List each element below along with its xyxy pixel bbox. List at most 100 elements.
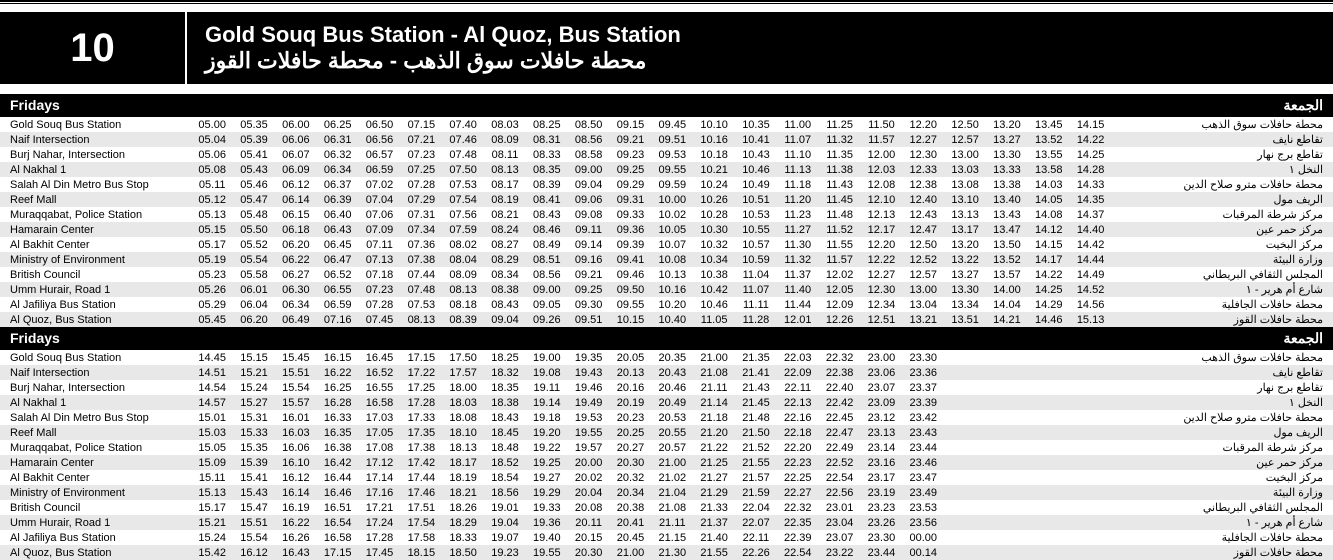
time-cell: 10.28: [693, 207, 735, 222]
time-cell: 23.00: [861, 350, 903, 365]
time-cell: 19.57: [568, 440, 610, 455]
time-cell: 14.29: [1028, 297, 1070, 312]
time-cell: [986, 440, 1028, 455]
time-cell: 13.40: [986, 192, 1028, 207]
time-cell: 07.59: [442, 222, 484, 237]
time-cell: 08.34: [484, 267, 526, 282]
time-cell: 07.53: [442, 177, 484, 192]
time-cell: 07.04: [359, 192, 401, 207]
time-cell: 11.32: [777, 252, 819, 267]
time-cell: 15.54: [275, 380, 317, 395]
time-cell: 08.50: [568, 117, 610, 132]
time-cell: 23.43: [902, 425, 944, 440]
time-cell: 17.57: [442, 365, 484, 380]
time-cell: 21.11: [651, 515, 693, 530]
time-cell: 09.05: [526, 297, 568, 312]
time-cell: [1112, 252, 1154, 267]
time-cell: 05.23: [191, 267, 233, 282]
time-cell: 20.34: [610, 485, 652, 500]
time-cell: 07.13: [359, 252, 401, 267]
time-cell: [1028, 395, 1070, 410]
time-cell: 10.02: [651, 207, 693, 222]
time-cell: 20.25: [610, 425, 652, 440]
time-cell: [1070, 425, 1112, 440]
time-cell: 17.24: [359, 515, 401, 530]
time-cell: 18.43: [484, 410, 526, 425]
time-cell: 05.41: [233, 147, 275, 162]
time-cell: 08.13: [442, 282, 484, 297]
time-cell: 17.58: [400, 530, 442, 545]
time-cell: 18.32: [484, 365, 526, 380]
time-cell: [986, 410, 1028, 425]
time-cell: 15.09: [191, 455, 233, 470]
time-cell: 07.06: [359, 207, 401, 222]
time-cell: 13.20: [986, 117, 1028, 132]
time-cell: 16.35: [317, 425, 359, 440]
time-cell: 16.33: [317, 410, 359, 425]
time-cell: 14.21: [986, 312, 1028, 327]
time-cell: [1112, 350, 1154, 365]
time-cell: 10.42: [693, 282, 735, 297]
time-cell: 05.58: [233, 267, 275, 282]
time-cell: 21.29: [693, 485, 735, 500]
time-cell: 06.31: [317, 132, 359, 147]
table-row: Muraqqabat, Police Station05.1305.4806.1…: [0, 207, 1333, 222]
time-cell: 09.25: [568, 282, 610, 297]
time-cell: 12.50: [944, 117, 986, 132]
time-cell: 08.33: [526, 147, 568, 162]
time-cell: 20.16: [610, 380, 652, 395]
stop-name-ar: مركز البخيت: [1153, 237, 1333, 252]
time-cell: 05.26: [191, 282, 233, 297]
time-cell: 10.05: [651, 222, 693, 237]
time-cell: 17.44: [400, 470, 442, 485]
time-cell: 11.57: [819, 252, 861, 267]
time-cell: [1028, 485, 1070, 500]
time-cell: 16.25: [317, 380, 359, 395]
time-cell: 20.00: [568, 455, 610, 470]
time-cell: 18.52: [484, 455, 526, 470]
time-cell: [1112, 192, 1154, 207]
time-cell: 11.50: [861, 117, 903, 132]
table-row: Ministry of Environment15.1315.4316.1416…: [0, 485, 1333, 500]
time-cell: 13.08: [944, 177, 986, 192]
time-cell: 11.07: [777, 132, 819, 147]
time-cell: [1112, 395, 1154, 410]
table-row: Naif Intersection05.0405.3906.0606.3106.…: [0, 132, 1333, 147]
time-cell: 06.09: [275, 162, 317, 177]
time-cell: 06.43: [317, 222, 359, 237]
time-cell: 15.47: [233, 500, 275, 515]
time-cell: 19.55: [568, 425, 610, 440]
time-cell: 17.25: [400, 380, 442, 395]
time-cell: 05.29: [191, 297, 233, 312]
time-cell: 20.04: [568, 485, 610, 500]
time-cell: 22.03: [777, 350, 819, 365]
time-cell: 06.12: [275, 177, 317, 192]
time-cell: [1028, 455, 1070, 470]
time-cell: 22.27: [777, 485, 819, 500]
time-cell: 15.31: [233, 410, 275, 425]
time-cell: 12.00: [861, 147, 903, 162]
time-cell: 20.30: [610, 455, 652, 470]
time-cell: 18.45: [484, 425, 526, 440]
time-cell: 12.33: [902, 162, 944, 177]
time-cell: 10.18: [693, 147, 735, 162]
time-cell: 18.38: [484, 395, 526, 410]
time-cell: 14.44: [1070, 252, 1112, 267]
time-cell: 15.15: [233, 350, 275, 365]
time-cell: 16.12: [233, 545, 275, 560]
schedule-container: FridaysالجمعةGold Souq Bus Station05.000…: [0, 94, 1333, 560]
time-cell: 16.42: [317, 455, 359, 470]
time-cell: 12.43: [902, 207, 944, 222]
time-cell: 23.07: [861, 380, 903, 395]
time-cell: 23.13: [861, 425, 903, 440]
time-cell: 21.55: [693, 545, 735, 560]
time-cell: 21.30: [651, 545, 693, 560]
time-cell: 23.44: [861, 545, 903, 560]
stop-name-en: Salah Al Din Metro Bus Stop: [0, 410, 191, 425]
time-cell: 10.43: [735, 147, 777, 162]
time-cell: 18.26: [442, 500, 484, 515]
time-cell: 14.00: [986, 282, 1028, 297]
time-cell: [986, 530, 1028, 545]
time-cell: 18.56: [484, 485, 526, 500]
time-cell: 12.47: [902, 222, 944, 237]
